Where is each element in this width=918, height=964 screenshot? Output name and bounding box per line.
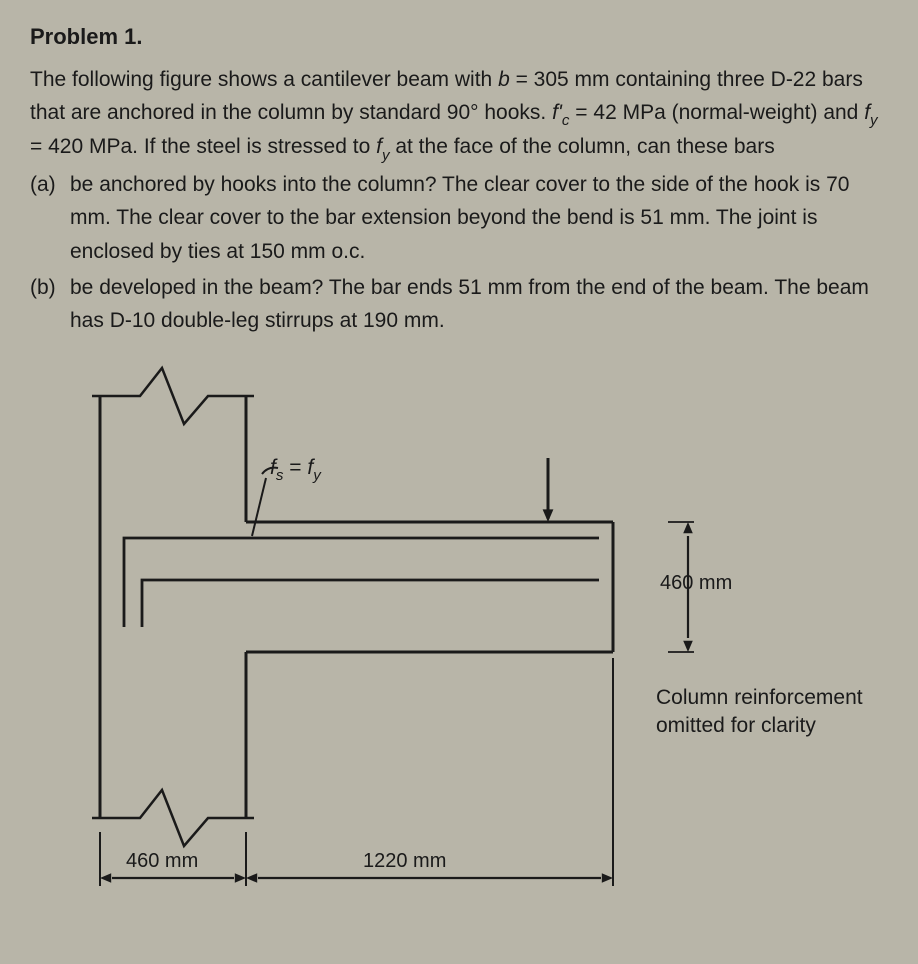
dim-460-vert: 460 mm [660,572,732,595]
sym-fy: fy [864,101,877,124]
stress-formula: fs = fy [270,456,321,483]
item-b: (b) be developed in the beam? The bar en… [30,271,888,338]
problem-title: Problem 1. [30,24,888,50]
item-a-text: be anchored by hooks into the column? Th… [70,168,888,269]
problem-statement: The following figure shows a cantilever … [30,64,888,166]
note-line2: omitted for clarity [656,712,816,740]
dim-460-horiz: 460 mm [126,850,198,873]
sym-fpc: f'c [552,101,569,124]
dim-1220: 1220 mm [363,850,446,873]
sym-fy2: fy [376,135,389,158]
item-a: (a) be anchored by hooks into the column… [30,168,888,269]
text: at the face of the column, can these bar… [390,135,775,158]
text: = 420 MPa. If the steel is stressed to [30,135,376,158]
figure: fs = fy 460 mm Column reinforcement omit… [48,362,868,922]
sym-b: b [498,68,510,91]
item-b-label: (b) [30,271,70,338]
text: The following figure shows a cantilever … [30,68,498,91]
text: = 42 MPa (normal-weight) and [569,101,864,124]
note-line1: Column reinforcement [656,684,863,712]
item-a-label: (a) [30,168,70,269]
figure-svg [48,362,868,922]
item-b-text: be developed in the beam? The bar ends 5… [70,271,888,338]
